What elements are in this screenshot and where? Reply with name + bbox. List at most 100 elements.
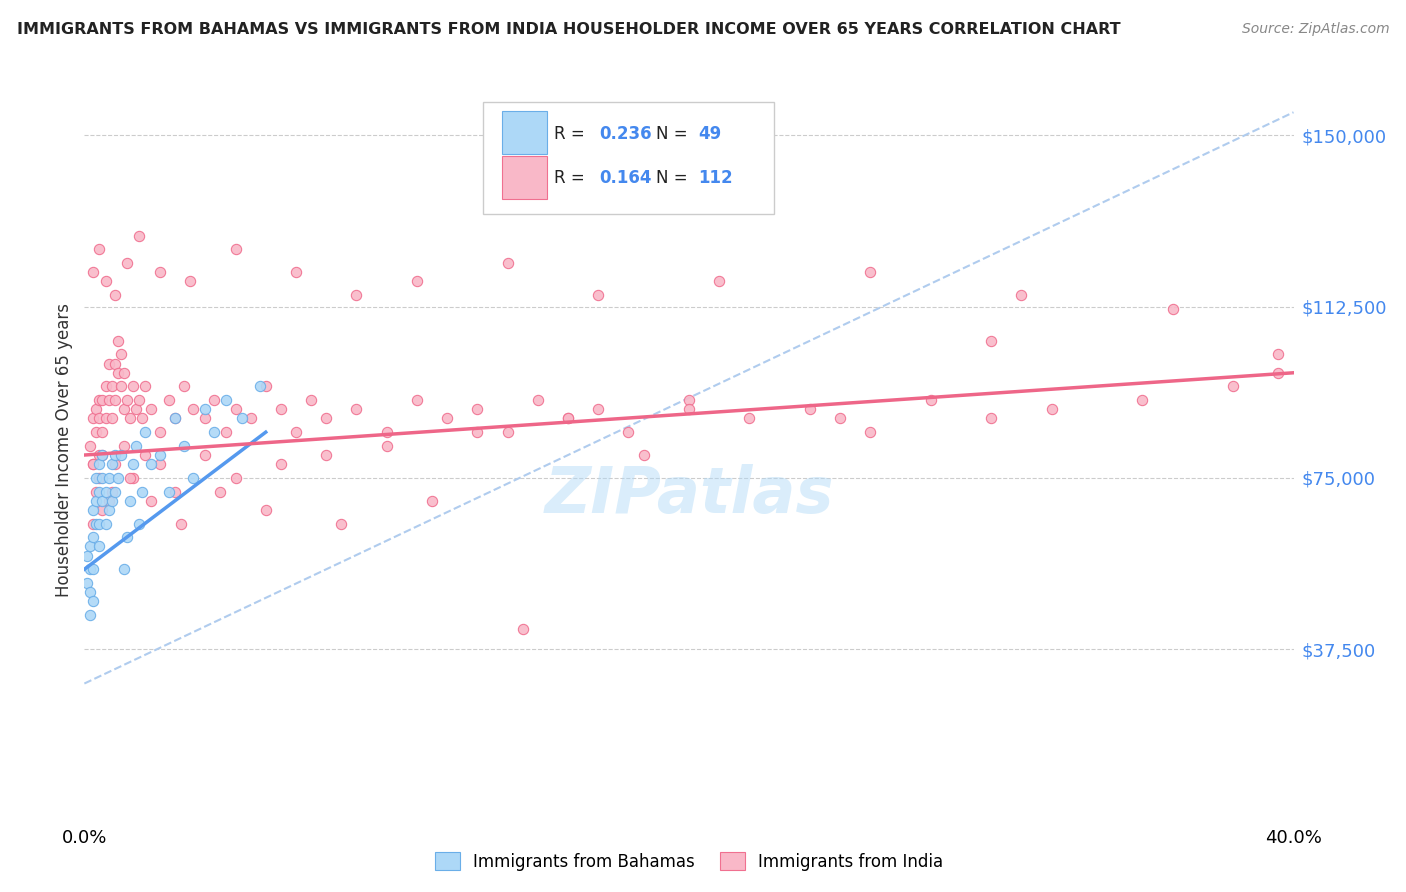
Point (139, 457, 162, 471)
Point (107, 366, 129, 380)
Point (89, 516, 111, 531)
Point (179, 274, 201, 288)
Point (170, 516, 193, 531)
Point (194, 411, 217, 425)
Point (254, 379, 277, 393)
Point (91, 471, 114, 485)
Point (149, 457, 172, 471)
Point (375, 439, 398, 453)
Point (110, 448, 132, 462)
Point (920, 393, 942, 408)
Text: Source: ZipAtlas.com: Source: ZipAtlas.com (1241, 22, 1389, 37)
Legend: Immigrants from Bahamas, Immigrants from India: Immigrants from Bahamas, Immigrants from… (426, 844, 952, 879)
Point (149, 265, 172, 279)
Point (112, 366, 135, 380)
Point (121, 457, 143, 471)
FancyBboxPatch shape (502, 156, 547, 199)
Point (100, 493, 122, 508)
Point (91, 425, 114, 440)
Point (346, 402, 368, 417)
Point (1130, 393, 1153, 408)
Point (194, 448, 217, 462)
Point (110, 347, 132, 361)
Point (420, 493, 443, 508)
Point (97, 503, 120, 517)
Point (588, 288, 610, 302)
Point (859, 425, 882, 440)
Text: ZIPatlas: ZIPatlas (544, 464, 834, 526)
Point (107, 334, 129, 348)
Point (82, 562, 104, 576)
Point (139, 493, 162, 508)
Point (1267, 347, 1289, 361)
Text: R =: R = (554, 169, 589, 187)
Point (128, 228, 150, 243)
Point (89, 457, 111, 471)
Point (82, 516, 104, 531)
Point (86, 484, 108, 499)
Point (249, 379, 271, 393)
Point (128, 516, 150, 531)
Point (94, 516, 117, 531)
Point (830, 411, 852, 425)
Point (79, 540, 101, 554)
Point (346, 288, 368, 302)
Point (709, 274, 731, 288)
Point (86, 516, 108, 531)
Point (215, 393, 238, 408)
Point (436, 411, 458, 425)
Point (315, 448, 337, 462)
Point (89, 411, 111, 425)
Text: 0.164: 0.164 (599, 169, 652, 187)
Point (89, 393, 111, 408)
Text: N =: N = (657, 125, 693, 143)
Text: N =: N = (657, 169, 693, 187)
Point (97, 357, 120, 371)
Point (91, 493, 114, 508)
Point (467, 425, 489, 440)
Point (76, 549, 98, 563)
Text: IMMIGRANTS FROM BAHAMAS VS IMMIGRANTS FROM INDIA HOUSEHOLDER INCOME OVER 65 YEAR: IMMIGRANTS FROM BAHAMAS VS IMMIGRANTS FR… (17, 22, 1121, 37)
Point (112, 402, 135, 417)
Point (94, 274, 117, 288)
Point (104, 457, 127, 471)
Point (149, 425, 172, 440)
Point (467, 402, 489, 417)
Point (79, 439, 101, 453)
Point (112, 562, 135, 576)
Point (118, 493, 141, 508)
Point (97, 493, 120, 508)
Point (110, 379, 132, 393)
Point (678, 393, 700, 408)
Point (149, 448, 172, 462)
Point (496, 425, 519, 440)
Point (181, 471, 204, 485)
Point (209, 484, 232, 499)
Point (181, 402, 204, 417)
Point (118, 471, 141, 485)
Point (134, 379, 156, 393)
Point (157, 393, 180, 408)
Point (91, 448, 114, 462)
Point (91, 393, 114, 408)
Point (980, 334, 1002, 348)
Point (79, 585, 101, 599)
Text: 112: 112 (699, 169, 734, 187)
Point (633, 448, 655, 462)
Point (82, 503, 104, 517)
Point (139, 402, 162, 417)
Point (165, 484, 187, 499)
Point (94, 379, 117, 393)
Point (375, 425, 398, 440)
Point (330, 516, 353, 531)
Point (270, 457, 292, 471)
Point (173, 379, 195, 393)
FancyBboxPatch shape (484, 103, 773, 213)
Text: R =: R = (554, 125, 589, 143)
Point (79, 562, 101, 576)
Point (89, 540, 111, 554)
Point (76, 576, 98, 591)
Point (104, 393, 127, 408)
Point (89, 471, 111, 485)
Point (100, 379, 122, 393)
